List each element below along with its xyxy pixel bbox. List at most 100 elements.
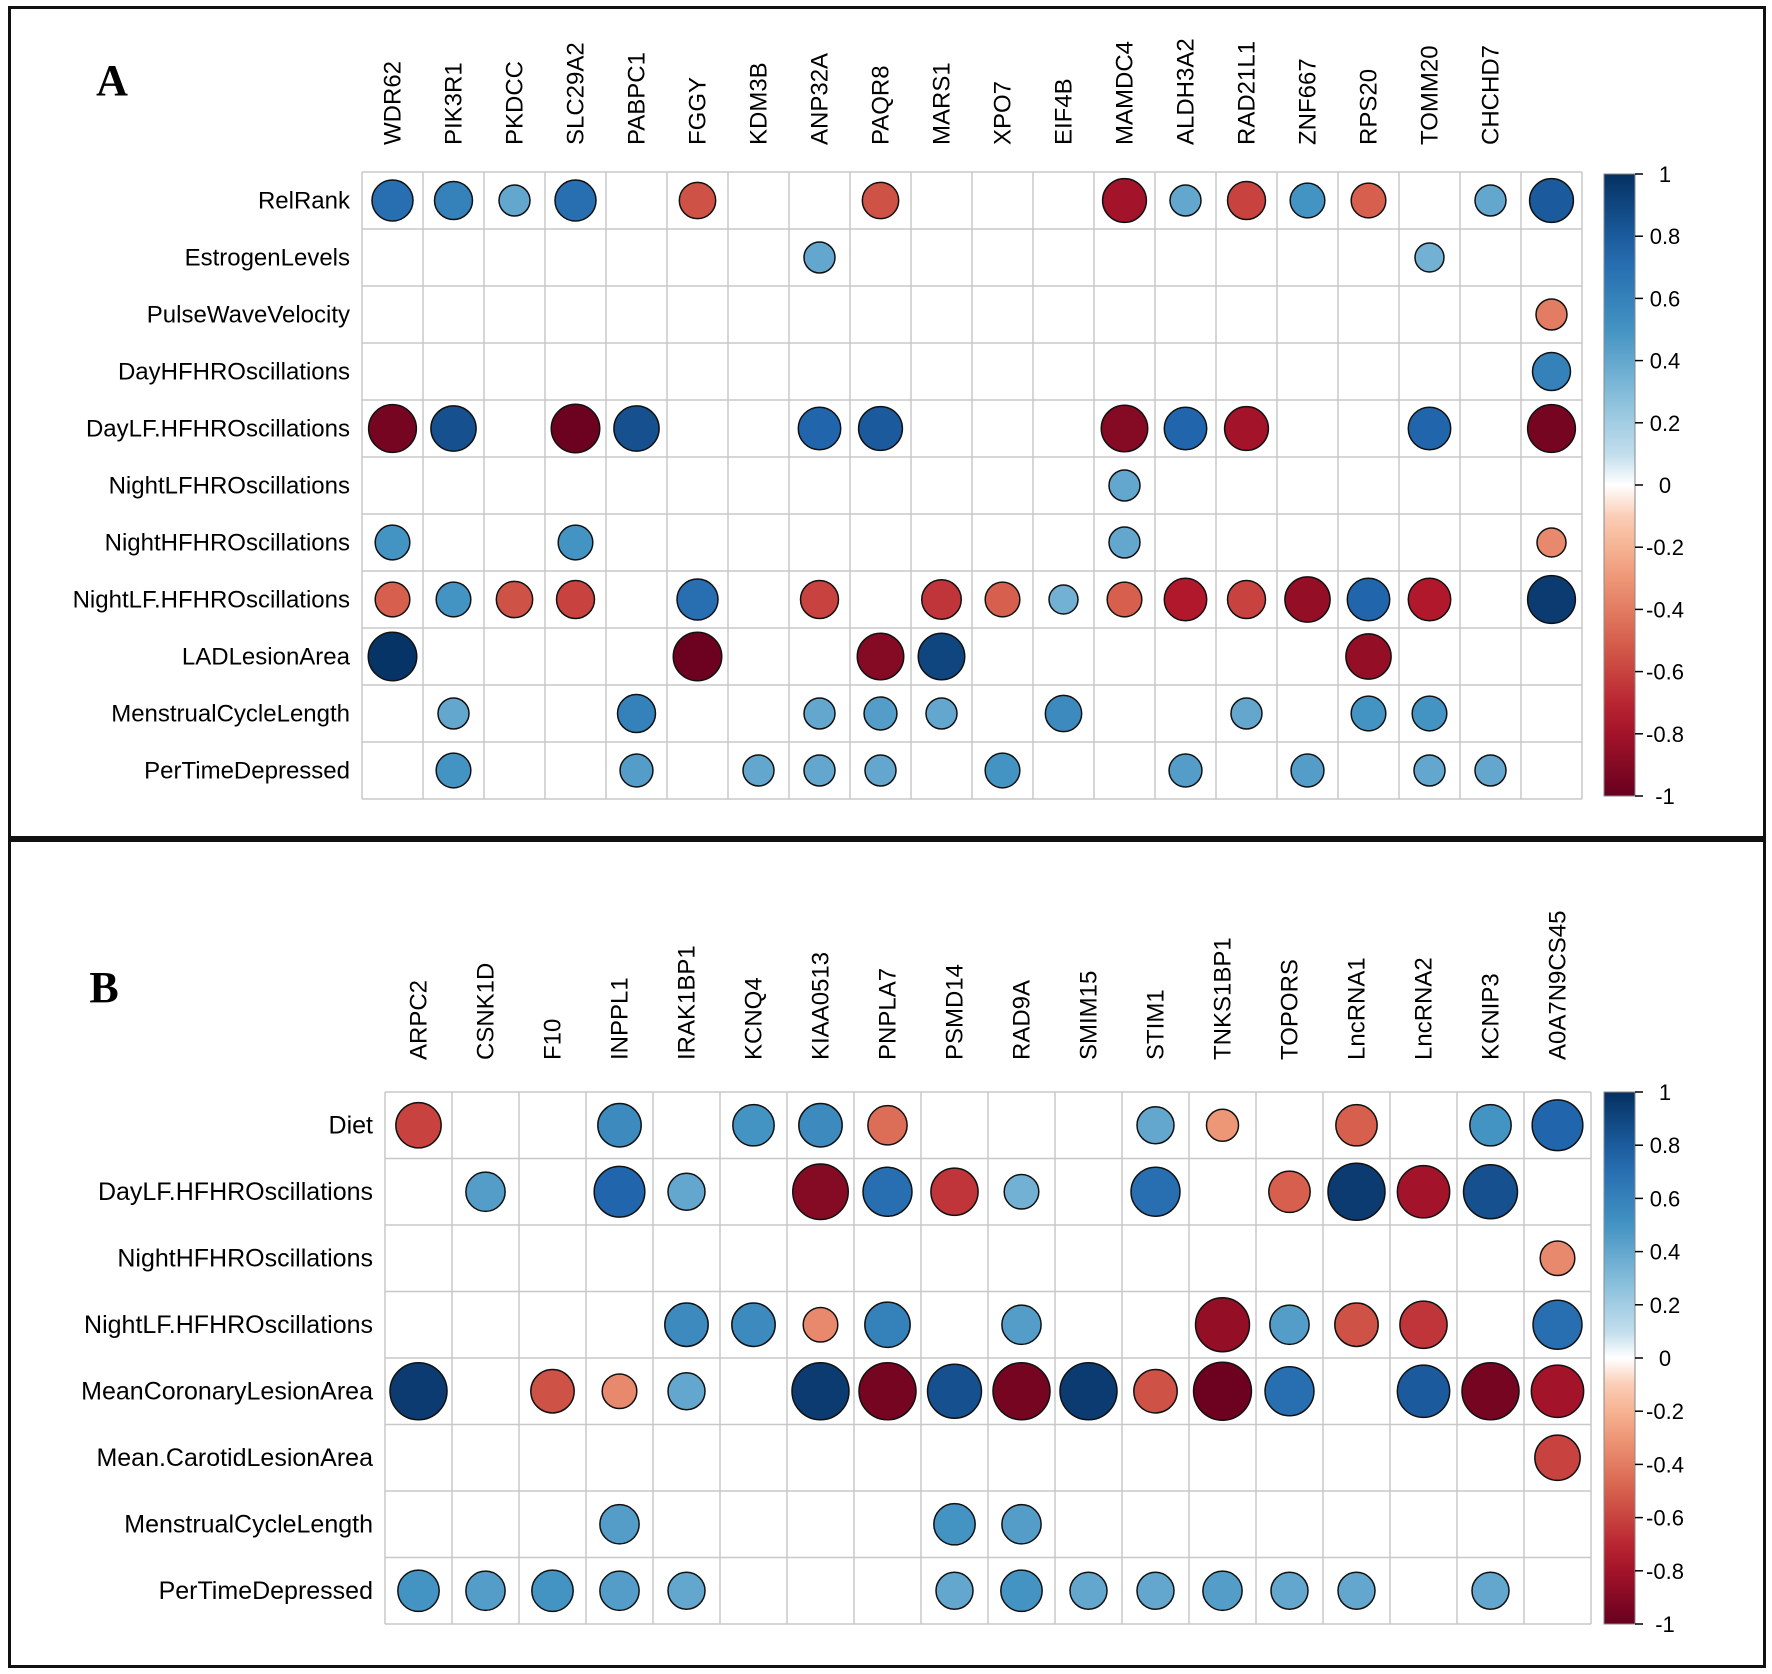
colorbar-tick-label: -0.4: [1646, 597, 1684, 622]
correlation-circle: [861, 181, 900, 220]
row-label: EstrogenLevels: [185, 245, 350, 272]
correlation-circle: [619, 753, 654, 788]
correlation-circle: [1003, 1173, 1040, 1210]
column-label: KCNIP3: [1478, 973, 1505, 1060]
correlation-circle: [1290, 753, 1325, 788]
correlation-circle: [613, 405, 660, 452]
correlation-circle: [1268, 1170, 1311, 1214]
colorbar-tick-label: -1: [1655, 784, 1675, 809]
correlation-circle: [1528, 177, 1575, 224]
correlation-circle: [1474, 754, 1507, 787]
correlation-circle: [465, 1570, 506, 1612]
column-label: PIK3R1: [441, 62, 468, 145]
correlation-circle: [530, 1368, 575, 1414]
column-label: TOPORS: [1277, 959, 1304, 1060]
correlation-circle: [1414, 242, 1445, 273]
correlation-circle: [926, 1363, 983, 1419]
column-label: A0A7N9CS45: [1545, 911, 1572, 1060]
correlation-circle: [925, 697, 958, 730]
colorbar-tick-label: 0: [1659, 473, 1671, 498]
correlation-circle: [1335, 1103, 1378, 1147]
correlation-circle: [1069, 1571, 1108, 1610]
column-label: EIF4B: [1051, 78, 1078, 145]
row-label: Diet: [329, 1111, 374, 1139]
correlation-circle: [1526, 403, 1577, 454]
correlation-circle: [792, 1163, 849, 1221]
correlation-circle: [435, 581, 472, 618]
correlation-circle: [437, 697, 470, 730]
correlation-circle: [1471, 1571, 1510, 1610]
row-label: MenstrualCycleLength: [111, 701, 350, 728]
correlation-circle: [374, 581, 411, 618]
row-label: NightLFHROscillations: [109, 473, 350, 500]
correlation-circle: [531, 1569, 574, 1613]
correlation-circle: [1284, 576, 1331, 623]
correlation-circle: [1048, 584, 1079, 615]
correlation-circle: [1001, 1304, 1042, 1346]
row-label: Mean.CarotidLesionArea: [96, 1444, 373, 1472]
correlation-circle: [1101, 177, 1148, 224]
correlation-circle: [1100, 404, 1149, 453]
correlation-circle: [732, 1103, 775, 1147]
row-label: NightHFHROscillations: [117, 1244, 373, 1272]
correlation-circle: [1350, 695, 1387, 732]
column-label: WDR62: [380, 61, 407, 145]
row-label: PerTimeDepressed: [159, 1577, 373, 1605]
correlation-circle: [371, 179, 414, 222]
correlation-circle: [1136, 1571, 1175, 1610]
correlation-circle: [664, 1302, 709, 1348]
column-label: ARPC2: [406, 980, 433, 1060]
colorbar-tick-label: 1: [1659, 162, 1671, 187]
colorbar-tick-label: -0.4: [1646, 1452, 1684, 1477]
correlation-circle: [1192, 1361, 1253, 1421]
correlation-circle: [1413, 754, 1446, 787]
correlation-circle: [550, 403, 601, 454]
column-label: XPO7: [990, 81, 1017, 145]
correlation-circle: [858, 1361, 917, 1421]
correlation-circle: [1396, 1164, 1451, 1219]
correlation-circle: [554, 179, 597, 222]
column-label: TOMM20: [1417, 45, 1444, 145]
column-label: CHCHD7: [1478, 45, 1505, 145]
correlation-circle: [367, 631, 418, 682]
correlation-circle: [1350, 182, 1387, 219]
correlation-circle: [1535, 298, 1568, 331]
correlation-circle: [397, 1569, 440, 1613]
correlation-circle: [1044, 694, 1083, 733]
correlation-circle: [930, 1167, 979, 1217]
correlation-circle: [389, 1361, 448, 1421]
correlation-circle: [1289, 182, 1326, 219]
correlation-circle: [1269, 1304, 1310, 1346]
correlation-circle: [1534, 1434, 1581, 1482]
correlation-circle: [1461, 1361, 1520, 1421]
colorbar-tick-label: -0.8: [1646, 1559, 1684, 1584]
correlation-circle: [862, 1166, 913, 1217]
column-label: INPPL1: [607, 977, 634, 1060]
correlation-circle: [1411, 695, 1448, 732]
correlation-circle: [1474, 184, 1507, 217]
correlation-circle: [1136, 1106, 1175, 1145]
correlation-circle: [599, 1503, 640, 1545]
correlation-circle: [864, 1301, 911, 1349]
column-label: KIAA0513: [808, 952, 835, 1060]
column-label: KCNQ4: [741, 977, 768, 1060]
row-label: PulseWaveVelocity: [147, 302, 350, 329]
correlation-circle: [599, 1570, 640, 1612]
correlation-circle: [1334, 1302, 1379, 1348]
correlation-circle: [731, 1302, 776, 1348]
colorbar-tick-label: 0.4: [1650, 349, 1681, 374]
column-label: PSMD14: [942, 964, 969, 1060]
correlation-circle: [1469, 1103, 1512, 1147]
correlation-circle: [1337, 1571, 1376, 1610]
row-label: NightLF.HFHROscillations: [73, 587, 350, 614]
correlation-circle: [992, 1361, 1051, 1421]
column-label: F10: [540, 1019, 567, 1060]
correlation-circle: [435, 752, 472, 789]
correlation-circle: [984, 752, 1021, 789]
row-label: PerTimeDepressed: [144, 758, 350, 785]
colorbar-tick-label: 0.8: [1650, 1133, 1681, 1158]
correlation-circle: [867, 1104, 908, 1146]
correlation-circle: [465, 1171, 506, 1213]
